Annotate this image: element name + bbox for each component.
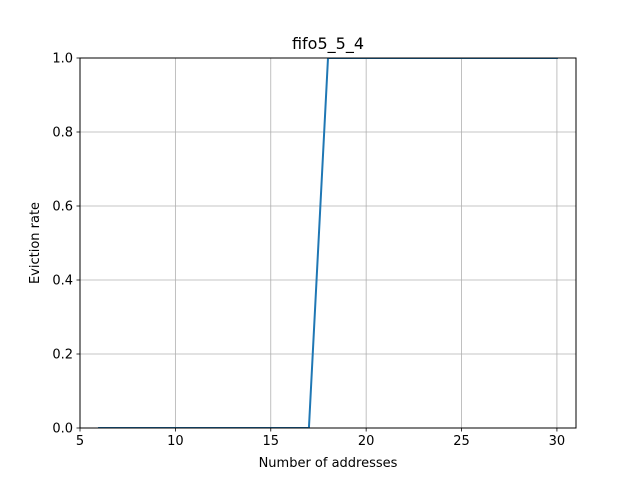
- x-tick-label: 20: [358, 434, 375, 449]
- x-tick-label: 30: [549, 434, 566, 449]
- x-tick-label: 10: [167, 434, 184, 449]
- y-tick-label: 0.8: [52, 126, 73, 141]
- chart-title: fifo5_5_4: [292, 34, 364, 54]
- y-axis-label: Eviction rate: [28, 202, 43, 284]
- x-tick-label: 15: [262, 434, 279, 449]
- y-tick-label: 0.4: [52, 274, 73, 289]
- x-tick-label: 5: [76, 434, 84, 449]
- y-tick-label: 1.0: [52, 52, 73, 67]
- y-tick-label: 0.0: [52, 422, 73, 437]
- y-tick-label: 0.6: [52, 200, 73, 215]
- plot-area: [80, 58, 576, 428]
- x-tick-label: 25: [453, 434, 470, 449]
- x-axis-ticks: 5 10 15 20 25 30: [76, 428, 565, 449]
- y-tick-label: 0.2: [52, 348, 73, 363]
- y-axis-ticks: 0.0 0.2 0.4 0.6 0.8 1.0: [52, 52, 80, 437]
- x-axis-label: Number of addresses: [259, 456, 398, 471]
- plot-frame: [79, 57, 577, 429]
- grid-lines: [79, 57, 576, 429]
